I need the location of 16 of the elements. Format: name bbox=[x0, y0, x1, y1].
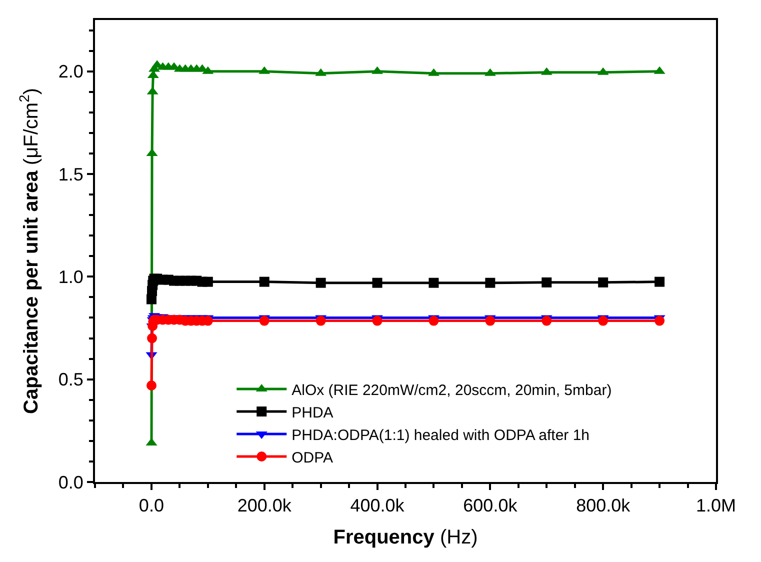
legend-label: ODPA bbox=[292, 449, 334, 466]
y-tick-label: 0.5 bbox=[58, 370, 84, 390]
legend-label: PHDA:ODPA(1:1) healed with ODPA after 1h bbox=[292, 426, 590, 444]
y-tick-label: 1.5 bbox=[58, 164, 84, 184]
legend-label: AlOx (RIE 220mW/cm2, 20sccm, 20min, 5mbar) bbox=[292, 382, 612, 399]
x-axis-title: Frequency (Hz) bbox=[333, 526, 478, 549]
x-tick-label: 1.0M bbox=[696, 496, 736, 516]
y-tick-label: 1.0 bbox=[58, 266, 84, 287]
legend-label: PHDA bbox=[292, 404, 334, 422]
x-tick-label: 0.0 bbox=[138, 496, 164, 516]
x-tick-label: 200.0k bbox=[237, 496, 292, 516]
x-tick-label: 400.0k bbox=[350, 496, 406, 516]
y-tick-label: 0.0 bbox=[58, 472, 84, 492]
x-tick-label: 600.0k bbox=[463, 496, 518, 516]
y-tick-label: 2.0 bbox=[58, 62, 84, 82]
x-tick-label: 800.0k bbox=[576, 496, 632, 516]
